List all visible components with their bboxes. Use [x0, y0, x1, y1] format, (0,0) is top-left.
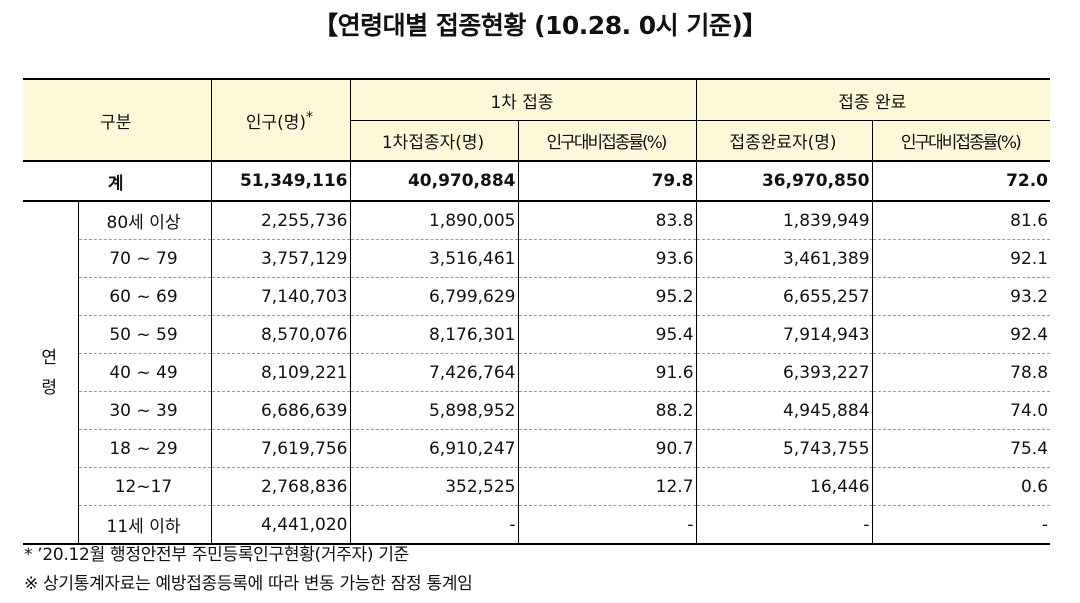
header-first-dose-rate: 인구대비접종률(%): [518, 120, 697, 162]
first-dose-rate-cell: 90.7: [518, 429, 697, 468]
total-completed-rate: 72.0: [872, 161, 1051, 202]
first-dose-count-cell: 6,799,629: [350, 277, 519, 316]
footnote-provisional: ※ 상기통계자료는 예방접종등록에 따라 변동 가능한 잠정 통계임: [24, 574, 473, 594]
table-row: 12~17 2,768,836 352,525 12.7 16,446 0.6: [23, 467, 1051, 506]
first-dose-rate-cell: 95.2: [518, 277, 697, 316]
completed-rate-cell: -: [872, 505, 1051, 545]
table-row: 70 ~ 79 3,757,129 3,516,461 93.6 3,461,3…: [23, 239, 1051, 278]
table-row: 60 ~ 69 7,140,703 6,799,629 95.2 6,655,2…: [23, 277, 1051, 316]
population-cell: 4,441,020: [211, 505, 351, 545]
first-dose-count-cell: -: [350, 505, 519, 545]
population-cell: 3,757,129: [211, 239, 351, 278]
first-dose-rate-cell: 95.4: [518, 315, 697, 354]
header-population-mark: *: [306, 108, 314, 125]
first-dose-count-cell: 6,910,247: [350, 429, 519, 468]
header-completed-count: 접종완료자(명): [696, 120, 873, 162]
completed-count-cell: 16,446: [696, 467, 873, 506]
completed-count-cell: 7,914,943: [696, 315, 873, 354]
total-first-dose-count: 40,970,884: [350, 161, 519, 202]
header-row-2: 1차접종자(명) 인구대비접종률(%) 접종완료자(명) 인구대비접종률(%): [23, 120, 1051, 162]
header-population-label: 인구(명): [245, 112, 307, 133]
first-dose-rate-cell: 91.6: [518, 353, 697, 392]
age-cell: 80세 이상: [78, 201, 212, 240]
age-cell: 18 ~ 29: [78, 429, 212, 468]
age-cell: 70 ~ 79: [78, 239, 212, 278]
header-row-1: 구분 인구(명)* 1차 접종 접종 완료: [23, 78, 1051, 162]
age-cell: 30 ~ 39: [78, 391, 212, 430]
vaccination-table: 구분 인구(명)* 1차 접종 접종 완료 1차접종자(명) 인구대비접종률(%…: [23, 78, 1051, 545]
total-row: 계 51,349,116 40,970,884 79.8 36,970,850 …: [23, 161, 1051, 202]
age-label-1: 연: [41, 347, 58, 368]
header-category: 구분: [23, 78, 212, 162]
population-cell: 7,140,703: [211, 277, 351, 316]
completed-rate-cell: 81.6: [872, 201, 1051, 240]
completed-rate-cell: 93.2: [872, 277, 1051, 316]
first-dose-count-cell: 352,525: [350, 467, 519, 506]
first-dose-count-cell: 7,426,764: [350, 353, 519, 392]
first-dose-count-cell: 8,176,301: [350, 315, 519, 354]
header-first-dose: 1차 접종: [350, 78, 697, 121]
header-first-dose-count: 1차접종자(명): [350, 120, 519, 162]
population-cell: 2,255,736: [211, 201, 351, 240]
completed-rate-cell: 74.0: [872, 391, 1051, 430]
age-cell: 12~17: [78, 467, 212, 506]
total-population: 51,349,116: [211, 161, 351, 202]
table-row: 18 ~ 29 7,619,756 6,910,247 90.7 5,743,7…: [23, 429, 1051, 468]
age-label-2: 령: [41, 377, 58, 398]
completed-count-cell: 6,393,227: [696, 353, 873, 392]
total-first-dose-rate: 79.8: [518, 161, 697, 202]
completed-rate-cell: 92.4: [872, 315, 1051, 354]
completed-rate-cell: 92.1: [872, 239, 1051, 278]
age-cell: 50 ~ 59: [78, 315, 212, 354]
completed-rate-cell: 0.6: [872, 467, 1051, 506]
completed-count-cell: -: [696, 505, 873, 545]
population-cell: 7,619,756: [211, 429, 351, 468]
age-cell: 11세 이하: [78, 505, 212, 545]
population-cell: 8,109,221: [211, 353, 351, 392]
age-cell: 40 ~ 49: [78, 353, 212, 392]
age-cell: 60 ~ 69: [78, 277, 212, 316]
first-dose-count-cell: 5,898,952: [350, 391, 519, 430]
footnote-source: * ’20.12월 행정안전부 주민등록인구현황(거주자) 기준: [24, 545, 410, 565]
table-row: 11세 이하 4,441,020 - - - -: [23, 505, 1051, 545]
completed-count-cell: 5,743,755: [696, 429, 873, 468]
header-population: 인구(명)*: [211, 78, 351, 162]
page-title: 【연령대별 접종현황 (10.28. 0시 기준)】: [313, 11, 767, 40]
completed-count-cell: 6,655,257: [696, 277, 873, 316]
first-dose-count-cell: 3,516,461: [350, 239, 519, 278]
table-row: 50 ~ 59 8,570,076 8,176,301 95.4 7,914,9…: [23, 315, 1051, 354]
first-dose-rate-cell: 93.6: [518, 239, 697, 278]
first-dose-rate-cell: 88.2: [518, 391, 697, 430]
table-row: 30 ~ 39 6,686,639 5,898,952 88.2 4,945,8…: [23, 391, 1051, 430]
first-dose-rate-cell: 12.7: [518, 467, 697, 506]
table-row: 40 ~ 49 8,109,221 7,426,764 91.6 6,393,2…: [23, 353, 1051, 392]
population-cell: 2,768,836: [211, 467, 351, 506]
completed-rate-cell: 78.8: [872, 353, 1051, 392]
total-label: 계: [23, 161, 212, 202]
header-completed-rate: 인구대비접종률(%): [872, 120, 1051, 162]
population-cell: 8,570,076: [211, 315, 351, 354]
population-cell: 6,686,639: [211, 391, 351, 430]
first-dose-rate-cell: 83.8: [518, 201, 697, 240]
first-dose-count-cell: 1,890,005: [350, 201, 519, 240]
header-completed: 접종 완료: [696, 78, 1051, 121]
completed-count-cell: 3,461,389: [696, 239, 873, 278]
total-completed-count: 36,970,850: [696, 161, 873, 202]
first-dose-rate-cell: -: [518, 505, 697, 545]
completed-count-cell: 4,945,884: [696, 391, 873, 430]
completed-count-cell: 1,839,949: [696, 201, 873, 240]
completed-rate-cell: 75.4: [872, 429, 1051, 468]
